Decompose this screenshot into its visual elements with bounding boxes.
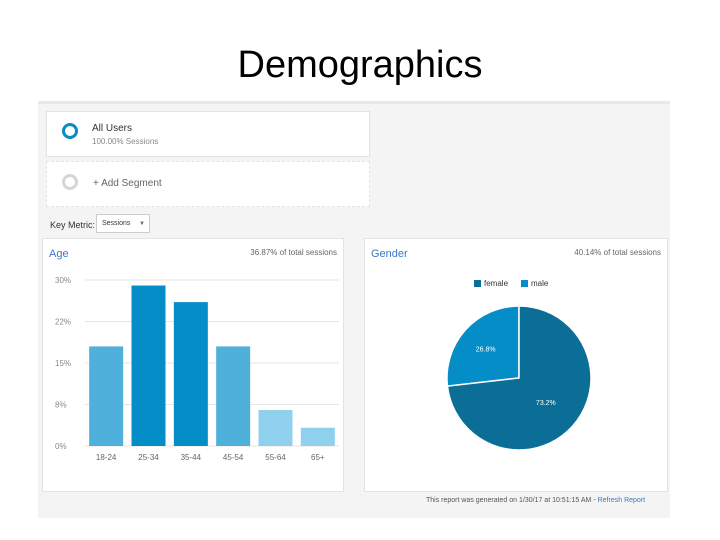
age-bar-45-54[interactable]	[216, 346, 251, 446]
age-bar-55-64[interactable]	[258, 410, 293, 446]
add-segment-label: + Add Segment	[93, 178, 162, 189]
y-tick-label: 0%	[55, 442, 67, 451]
legend-item-female[interactable]: female	[474, 279, 508, 288]
dropdown-caret-icon: ▼	[139, 221, 145, 227]
x-tick-label: 25-34	[138, 453, 159, 462]
add-segment-button[interactable]: + Add Segment	[46, 161, 370, 207]
age-title: Age	[49, 248, 69, 260]
legend-label-female: female	[484, 279, 509, 288]
x-tick-label: 18-24	[96, 453, 117, 462]
segment-all-users[interactable]: All Users 100.00% Sessions	[46, 111, 370, 157]
age-panel: Age 36.87% of total sessions 30% 22% 15% 8%…	[42, 238, 344, 492]
x-tick-label: 45-54	[223, 453, 244, 462]
y-tick-label: 15%	[55, 359, 71, 368]
slide-title: Demographics	[237, 44, 483, 86]
x-tick-label: 65+	[311, 453, 325, 462]
analytics-screenshot: All Users 100.00% Sessions + Add Segment…	[38, 101, 670, 518]
age-bar-35-44[interactable]	[173, 302, 208, 446]
refresh-report-link[interactable]: Refresh Report	[597, 497, 646, 504]
gender-total-sessions: 40.14% of total sessions	[574, 248, 661, 257]
segment-subtitle: 100.00% Sessions	[92, 137, 159, 146]
y-tick-label: 22%	[55, 318, 71, 327]
segment-ring-icon	[62, 123, 78, 139]
empty-ring-icon	[62, 174, 78, 190]
pie-slice-female[interactable]	[446, 305, 520, 387]
gender-pie-chart: 26.8% 73.2%	[446, 305, 592, 451]
pie-label-female: 26.8%	[476, 346, 496, 353]
age-bar-65+[interactable]	[300, 427, 335, 446]
x-tick-label: 35-44	[181, 453, 202, 462]
x-tick-label: 55-64	[265, 453, 286, 462]
pie-slice-male[interactable]	[446, 305, 592, 451]
age-bar-25-34[interactable]	[131, 285, 166, 446]
legend-label-male: male	[531, 279, 549, 288]
y-tick-label: 30%	[55, 276, 71, 285]
legend-swatch-female	[474, 280, 481, 288]
key-metric-label: Key Metric:	[50, 220, 96, 230]
age-total-sessions: 36.87% of total sessions	[250, 248, 337, 257]
report-footer: This report was generated on 1/30/17 at …	[426, 497, 645, 504]
y-tick-label: 8%	[55, 401, 67, 410]
pie-label-male: 73.2%	[536, 400, 556, 407]
footer-text: This report was generated on 1/30/17 at …	[426, 497, 598, 504]
age-bar-18-24[interactable]	[89, 346, 124, 446]
key-metric-select[interactable]: Sessions ▼	[96, 214, 150, 233]
gender-panel: Gender 40.14% of total sessions female m…	[364, 238, 668, 492]
key-metric-value: Sessions	[102, 220, 131, 227]
gender-title: Gender	[371, 248, 408, 260]
legend-item-male[interactable]: male	[521, 279, 548, 288]
legend-swatch-male	[521, 280, 528, 288]
age-bar-chart: 30% 22% 15% 8% 0% 18-24 25-34 35-44 45-54 55-64 65…	[55, 276, 339, 462]
segment-name: All Users	[92, 123, 133, 134]
